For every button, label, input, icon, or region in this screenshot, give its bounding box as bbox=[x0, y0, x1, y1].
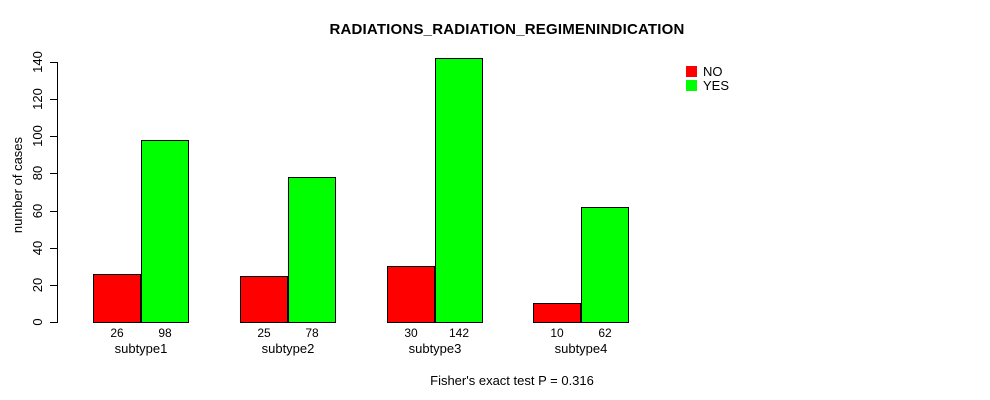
legend-label: NO bbox=[703, 63, 723, 79]
legend-item-no: NO bbox=[686, 64, 729, 78]
bar-value-label: 98 bbox=[158, 326, 172, 340]
bar-no-subtype1 bbox=[93, 274, 141, 323]
x-category-label: subtype2 bbox=[261, 341, 315, 356]
bar-yes-subtype4 bbox=[581, 207, 629, 323]
y-tick bbox=[50, 136, 57, 137]
y-tick bbox=[50, 285, 57, 286]
y-tick bbox=[50, 211, 57, 212]
x-category-label: subtype1 bbox=[114, 341, 168, 356]
y-tick-label: 140 bbox=[30, 51, 45, 73]
bar-yes-subtype3 bbox=[435, 58, 483, 323]
bar-value-label: 10 bbox=[550, 326, 564, 340]
y-axis-label: number of cases bbox=[10, 136, 25, 234]
legend-item-yes: YES bbox=[686, 78, 729, 92]
legend: NO YES bbox=[686, 64, 729, 92]
bar-value-label: 142 bbox=[448, 326, 470, 340]
bar-no-subtype2 bbox=[240, 276, 288, 323]
bar-value-label: 62 bbox=[598, 326, 612, 340]
legend-swatch-no bbox=[686, 65, 697, 77]
chart-title: RADIATIONS_RADIATION_REGIMENINDICATION bbox=[329, 21, 685, 38]
bar-yes-subtype2 bbox=[288, 177, 336, 323]
bar-value-label: 30 bbox=[404, 326, 418, 340]
y-tick bbox=[50, 173, 57, 174]
y-tick bbox=[50, 248, 57, 249]
annotation-fishers-test: Fisher's exact test P = 0.316 bbox=[430, 373, 594, 388]
bar-value-label: 78 bbox=[305, 326, 319, 340]
legend-label: YES bbox=[703, 77, 730, 93]
y-axis-line bbox=[57, 62, 58, 323]
x-category-label: subtype4 bbox=[554, 341, 608, 356]
bar-value-label: 26 bbox=[110, 326, 124, 340]
y-tick bbox=[50, 99, 57, 100]
x-category-label: subtype3 bbox=[408, 341, 462, 356]
bar-no-subtype4 bbox=[533, 303, 581, 323]
bar-yes-subtype1 bbox=[141, 140, 189, 323]
y-tick bbox=[50, 62, 57, 63]
y-tick bbox=[50, 322, 57, 323]
legend-swatch-yes bbox=[686, 79, 697, 91]
bar-value-label: 25 bbox=[257, 326, 271, 340]
bar-no-subtype3 bbox=[387, 266, 435, 323]
